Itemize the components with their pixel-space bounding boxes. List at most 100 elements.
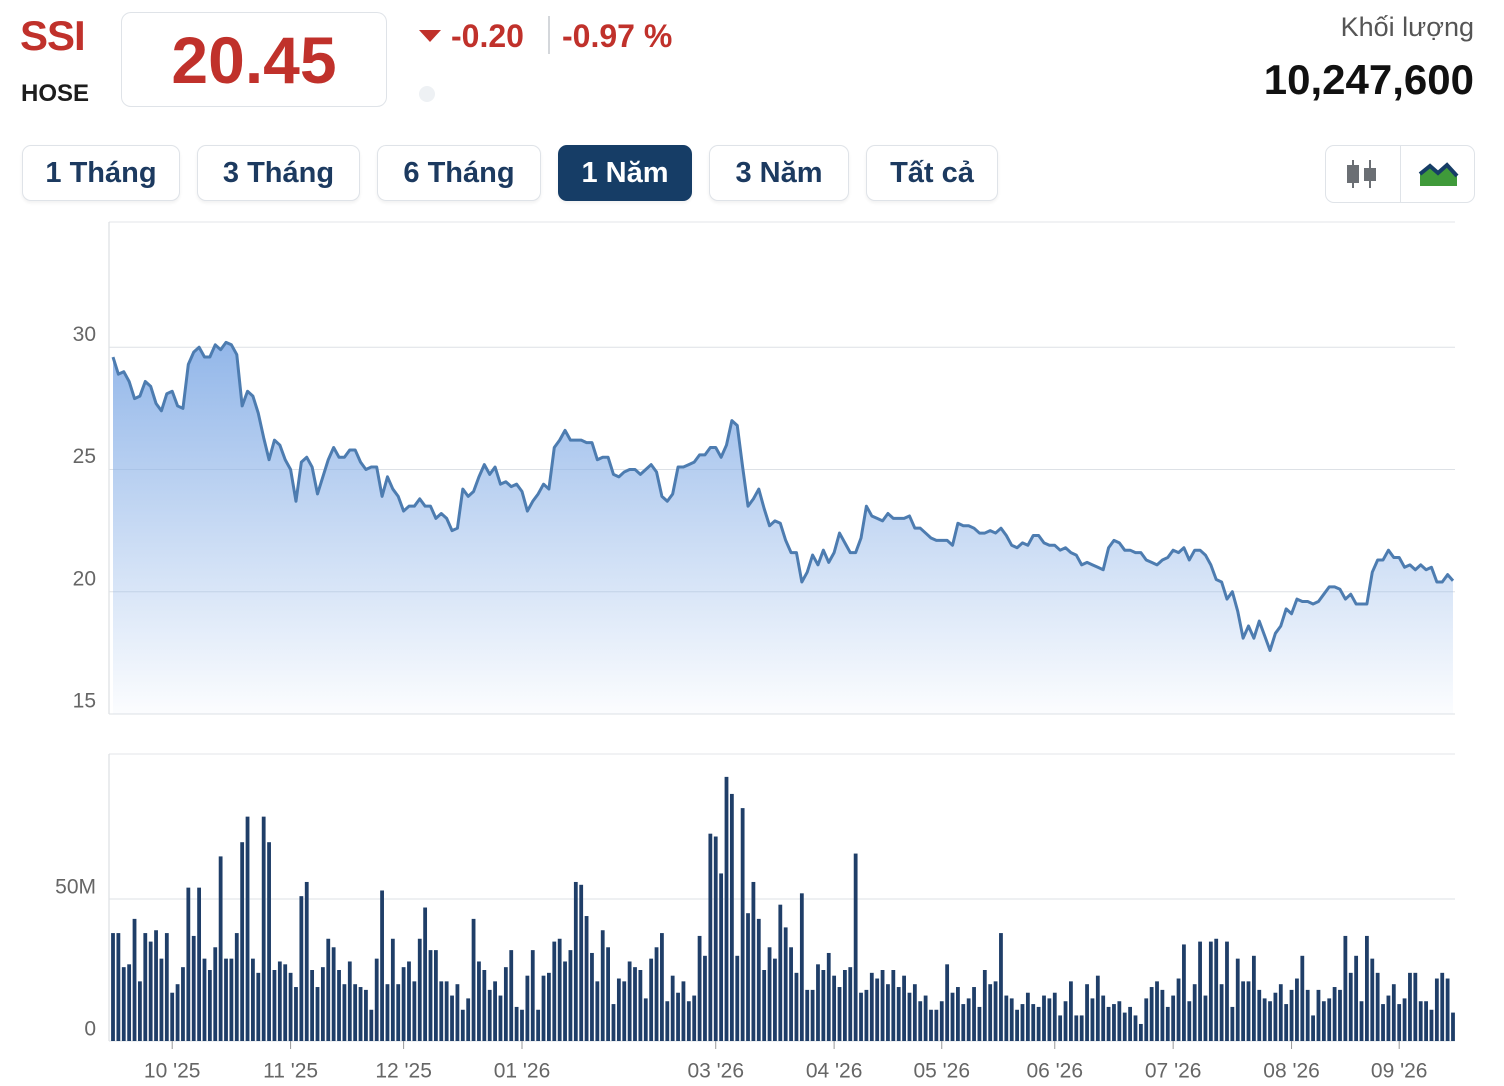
range-button[interactable]: 1 Tháng	[22, 145, 180, 201]
volume-bar	[595, 981, 600, 1041]
volume-bar	[1182, 944, 1186, 1041]
chart-type-toggle	[1325, 145, 1475, 203]
x-tick-label: 06 '26	[1026, 1060, 1083, 1083]
volume-bar	[616, 978, 621, 1041]
volume-bar	[907, 992, 912, 1041]
volume-bar	[573, 881, 578, 1041]
volume-bar	[1364, 935, 1369, 1041]
volume-bar	[934, 1009, 939, 1041]
volume-bar	[735, 955, 740, 1041]
volume-bar	[1219, 984, 1224, 1041]
volume-bar	[347, 961, 352, 1041]
volume-bar	[412, 981, 417, 1041]
x-tick-label: 09 '26	[1371, 1060, 1428, 1083]
range-button[interactable]: 3 Năm	[709, 145, 849, 201]
volume-bar	[853, 853, 858, 1041]
volume-bar	[132, 918, 137, 1041]
candlestick-button[interactable]	[1326, 146, 1401, 202]
volume-bar	[740, 808, 745, 1041]
volume-bar	[1090, 998, 1095, 1041]
volume-bar	[896, 987, 901, 1041]
x-tick-label: 08 '26	[1263, 1060, 1320, 1083]
volume-bar	[509, 950, 514, 1041]
volume-bar	[880, 970, 885, 1041]
volume-bar	[1149, 987, 1154, 1041]
volume-bar	[972, 987, 976, 1041]
down-arrow	[419, 30, 441, 42]
volume-bar	[1268, 1001, 1272, 1041]
area-button[interactable]	[1401, 146, 1475, 202]
volume-bar	[277, 961, 282, 1041]
volume-bar	[923, 995, 928, 1041]
volume-bar	[1418, 1001, 1423, 1041]
volume-bar	[218, 856, 223, 1041]
volume-bar	[310, 970, 315, 1041]
volume-bar	[1375, 972, 1380, 1041]
volume-bar	[1079, 1015, 1084, 1041]
x-tick-label: 01 '26	[494, 1060, 551, 1083]
volume-bar	[708, 833, 713, 1041]
volume-bar	[374, 958, 379, 1041]
volume-bar	[1332, 987, 1337, 1041]
volume-bar	[633, 967, 637, 1041]
volume-bar	[1251, 955, 1256, 1041]
volume-bar	[331, 947, 336, 1041]
volume-bar	[159, 958, 164, 1041]
volume-bar	[676, 992, 680, 1041]
volume-bar	[1015, 1009, 1019, 1041]
volume-bar	[638, 970, 643, 1041]
volume-bar	[789, 947, 793, 1041]
x-tick-label: 10 '25	[144, 1060, 201, 1083]
volume-bar	[385, 984, 390, 1041]
volume-bar	[1300, 955, 1305, 1041]
volume-bar	[186, 887, 191, 1041]
volume-bar	[1445, 978, 1450, 1041]
volume-bar	[1359, 1001, 1364, 1041]
volume-bar	[390, 938, 395, 1041]
volume-bar	[869, 972, 874, 1041]
volume-bar	[428, 950, 433, 1041]
change: -0.20	[451, 18, 524, 54]
volume-bar	[600, 930, 605, 1041]
volume-bar	[1144, 998, 1149, 1041]
volume-bar	[1203, 995, 1208, 1041]
volume-bar	[326, 938, 331, 1041]
volume-bar	[1391, 984, 1396, 1041]
volume-bar	[1284, 1004, 1289, 1041]
volume-bar	[1429, 1009, 1434, 1041]
x-tick-label: 12 '25	[375, 1060, 432, 1083]
range-button[interactable]: Tất cả	[866, 145, 998, 201]
volume-bar	[234, 933, 239, 1041]
volume-bar	[138, 981, 142, 1041]
volume-bar	[1386, 995, 1391, 1041]
range-button[interactable]: 1 Năm	[558, 145, 692, 201]
volume-bar	[471, 918, 476, 1041]
volume-bar	[143, 933, 148, 1041]
volume-bar	[1402, 998, 1407, 1041]
volume-bar	[665, 1001, 670, 1041]
volume-bar	[444, 981, 449, 1041]
volume-bar	[929, 1009, 933, 1041]
volume-bar	[799, 893, 804, 1041]
volume-bar	[369, 1009, 374, 1041]
volume-bar	[181, 967, 185, 1041]
volume-bar	[320, 967, 325, 1041]
volume-bar	[859, 992, 863, 1041]
volume-bar	[611, 1004, 616, 1041]
volume-bar	[1348, 972, 1353, 1041]
volume-bar	[961, 1004, 966, 1041]
volume-bar	[686, 1001, 691, 1041]
volume-bar	[1176, 978, 1181, 1041]
volume-bar	[1316, 989, 1321, 1041]
volume-bar	[1408, 972, 1412, 1041]
volume-bar	[337, 970, 341, 1041]
volume-bar	[256, 972, 261, 1041]
range-button[interactable]: 6 Tháng	[377, 145, 541, 201]
volume-bar	[148, 941, 153, 1041]
volume-bar	[1122, 1012, 1127, 1041]
volume-bar	[767, 947, 772, 1041]
price: 20.45	[171, 22, 337, 97]
volume: 10,247,600	[1263, 56, 1474, 103]
range-button[interactable]: 3 Tháng	[197, 145, 360, 201]
